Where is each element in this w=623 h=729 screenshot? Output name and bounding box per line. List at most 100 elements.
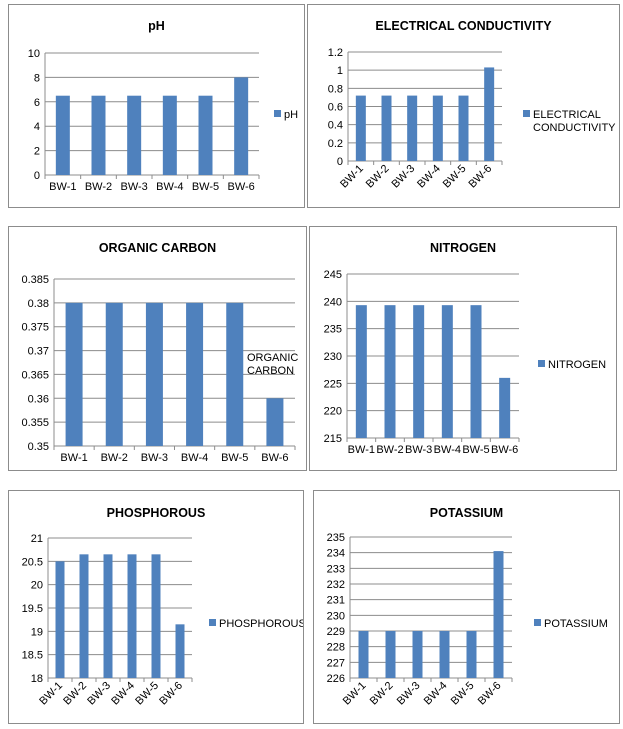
chart-panel-nitrogen: NITROGEN 215 220 225 230 235 240 245 BW-1 BW-2 BW-… [309, 226, 617, 471]
x-tick-label: BW-2 [376, 444, 403, 456]
legend-label: ELECTRICAL [533, 109, 601, 121]
bar [103, 554, 113, 678]
bar [484, 67, 495, 161]
y-tick-label: 225 [324, 378, 342, 390]
legend-label: POTASSIUM [544, 618, 608, 630]
x-tick-label: BW-4 [156, 181, 183, 193]
bar [432, 95, 443, 161]
x-tick-label: BW-5 [449, 680, 477, 708]
y-tick-label: 226 [327, 673, 345, 685]
x-tick-label: BW-2 [101, 452, 128, 464]
y-tick-label: 229 [327, 626, 345, 638]
chart-title: POTASSIUM [430, 506, 503, 520]
bar [458, 95, 469, 161]
y-tick-label: 10 [28, 48, 40, 60]
bar [186, 302, 204, 446]
chart-panel-organic-carbon: ORGANIC CARBON 0.35 0.355 0.36 0.365 0.37 0.37… [8, 226, 307, 471]
y-tick-label: 20.5 [22, 556, 43, 568]
y-tick-label: 215 [324, 433, 342, 445]
legend-label: NITROGEN [548, 359, 606, 371]
x-tick-label: BW-5 [133, 680, 161, 708]
x-tick-label: BW-2 [85, 181, 112, 193]
y-tick-label: 18 [31, 673, 43, 685]
legend: POTASSIUM [534, 618, 608, 630]
y-tick-label: 1 [337, 65, 343, 77]
x-tick-label: BW-2 [61, 680, 89, 708]
x-tick-label: BW-4 [181, 452, 208, 464]
y-tick-label: 232 [327, 579, 345, 591]
legend-swatch [209, 619, 216, 626]
organic-carbon-chart: ORGANIC CARBON 0.35 0.355 0.36 0.365 0.37 0.37… [21, 241, 298, 464]
x-tick-label: BW-3 [85, 680, 113, 708]
bar [175, 624, 185, 678]
y-tick-label: 0 [34, 170, 40, 182]
bar [198, 95, 213, 175]
x-tick-label: BW-6 [466, 163, 494, 191]
y-tick-label: 227 [327, 657, 345, 669]
potassium-chart: POTASSIUM 226 227 228 229 230 231 232 233 234 235 B… [327, 506, 608, 708]
y-tick-label: 233 [327, 563, 345, 575]
y-tick-label: 4 [34, 121, 40, 133]
chart-title: pH [148, 19, 165, 33]
y-tick-label: 0.375 [21, 322, 49, 334]
legend: pH [274, 109, 298, 121]
bar [55, 95, 70, 175]
x-tick-label: BW-4 [109, 680, 137, 708]
y-tick-label: 0.37 [28, 346, 49, 358]
bar [226, 302, 244, 446]
bar [151, 554, 161, 678]
y-tick-label: 0.2 [328, 138, 343, 150]
y-tick-label: 0.355 [21, 417, 49, 429]
y-tick-label: 220 [324, 406, 342, 418]
x-tick-label: BW-6 [476, 680, 504, 708]
y-tick-label: 20 [31, 580, 43, 592]
x-tick-label: BW-5 [221, 452, 248, 464]
legend-swatch [523, 110, 530, 117]
y-tick-label: 19 [31, 626, 43, 638]
bar [105, 302, 123, 446]
y-tick-label: 6 [34, 97, 40, 109]
x-tick-label: BW-6 [261, 452, 288, 464]
bar [145, 302, 163, 446]
y-tick-label: 245 [324, 269, 342, 281]
x-tick-label: BW-4 [434, 444, 461, 456]
legend-label: PHOSPHOROUS [219, 618, 303, 630]
y-tick-label: 8 [34, 72, 40, 84]
x-tick-label: BW-3 [121, 181, 148, 193]
bar [234, 77, 249, 175]
x-tick-label: BW-6 [491, 444, 518, 456]
bar [127, 554, 137, 678]
y-tick-label: 1.2 [328, 47, 343, 59]
bar [355, 305, 367, 438]
bar [413, 305, 425, 438]
phosphorous-chart: PHOSPHOROUS1818.51919.52020.521BW-1BW-2B… [22, 506, 303, 708]
electrical-conductivity-chart: ELECTRICAL CONDUCTIVITY 0 0.2 0.4 0.6 0.8 1 1.2… [328, 19, 616, 191]
bar [385, 631, 396, 678]
y-tick-label: 230 [327, 610, 345, 622]
y-tick-label: 240 [324, 296, 342, 308]
bar [412, 631, 423, 678]
chart-title: ELECTRICAL CONDUCTIVITY [375, 19, 552, 33]
x-tick-label: BW-2 [368, 680, 396, 708]
y-tick-label: 0.365 [21, 369, 49, 381]
y-tick-label: 230 [324, 351, 342, 363]
chart-panel-ph: pH 0 2 4 6 8 10 BW-1 BW-2 BW-3 BW-4 BW-5 BW-6 pH [8, 4, 305, 208]
bar [499, 377, 511, 438]
bar [127, 95, 142, 175]
legend-swatch [534, 619, 541, 626]
bar [355, 95, 366, 161]
bar [407, 95, 418, 161]
y-tick-label: 234 [327, 548, 345, 560]
ph-chart: pH 0 2 4 6 8 10 BW-1 BW-2 BW-3 BW-4 BW-5 BW-6 pH [28, 19, 298, 193]
chart-panel-phosphorous: PHOSPHOROUS 18 18.5 19 19.5 20 20.5 21 BW-1 BW-2 B… [8, 490, 304, 724]
y-tick-label: 0 [337, 156, 343, 168]
y-tick-label: 0.6 [328, 102, 343, 114]
chart-panel-potassium: POTASSIUM 226 227 228 229 230 231 232 233 234 235 B… [313, 490, 620, 724]
y-tick-label: 228 [327, 642, 345, 654]
bar [65, 302, 83, 446]
y-tick-label: 0.38 [28, 298, 49, 310]
x-tick-label: BW-3 [395, 680, 423, 708]
bar [91, 95, 106, 175]
